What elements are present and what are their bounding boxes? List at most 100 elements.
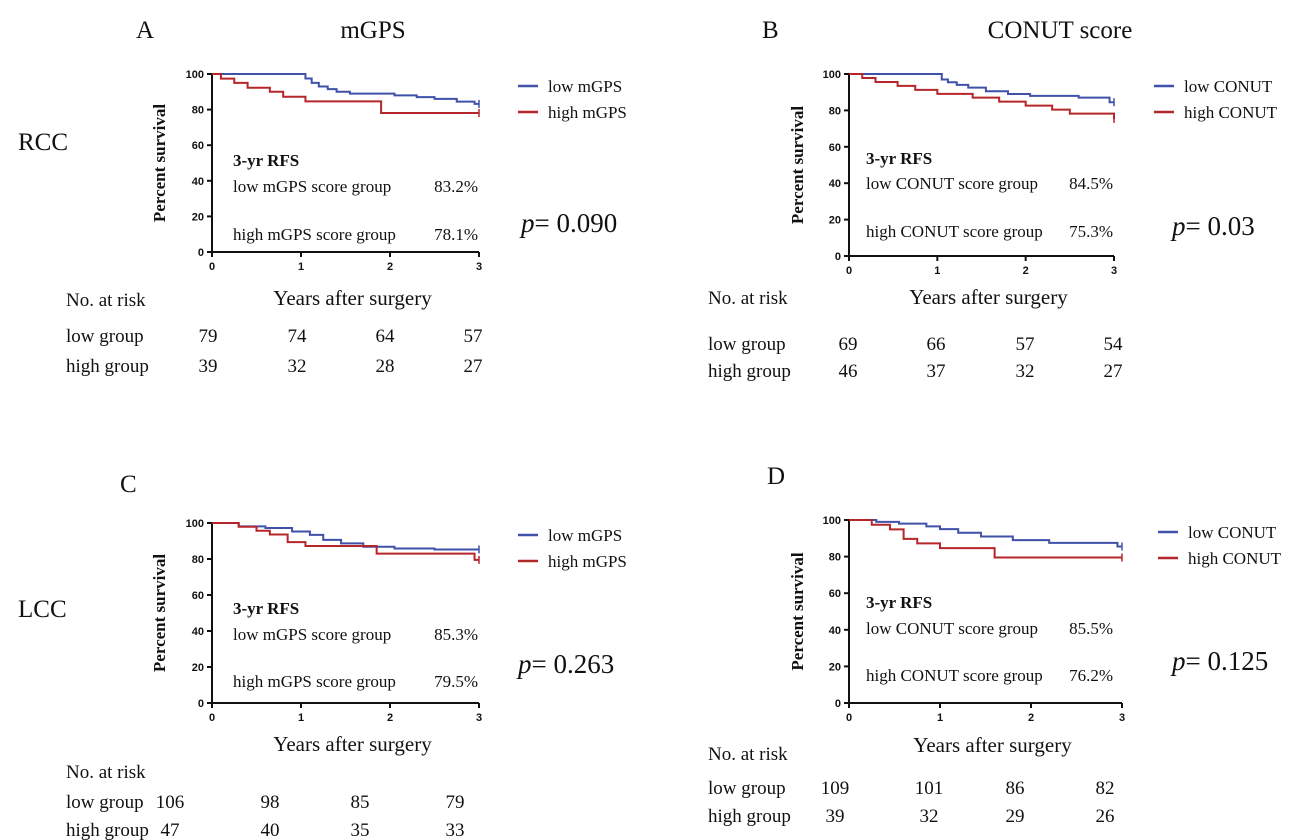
x-tick-label: 1 — [298, 261, 304, 273]
rfs-low-value: 85.5% — [1069, 619, 1113, 638]
legend-label-high: high CONUT — [1184, 103, 1278, 122]
rfs-high-label: high mGPS score group — [233, 672, 396, 691]
p-symbol: p — [1170, 211, 1186, 241]
y-tick-label: 100 — [186, 69, 204, 81]
legend-label-low: low mGPS — [548, 526, 622, 545]
y-tick-label: 60 — [829, 142, 841, 154]
risk-count-low: 109 — [821, 778, 850, 799]
rfs-low-value: 84.5% — [1069, 174, 1113, 193]
x-tick-label: 1 — [937, 712, 943, 724]
x-tick-label: 0 — [846, 265, 852, 277]
rfs-high-value: 78.1% — [434, 225, 478, 244]
x-tick-label: 2 — [1023, 265, 1029, 277]
risk-row-label-low: low group — [708, 334, 786, 355]
risk-count-high: 29 — [1006, 806, 1025, 827]
y-tick-label: 0 — [835, 251, 841, 263]
y-axis-label: Percent survival — [788, 552, 807, 670]
p-value: p= 0.03 — [1170, 211, 1255, 241]
p-value: p= 0.263 — [516, 649, 614, 679]
rfs-low-label: low CONUT score group — [866, 174, 1038, 193]
rfs-heading: 3-yr RFS — [233, 599, 299, 618]
survival-curve-high — [212, 522, 479, 561]
p-number: = 0.125 — [1186, 646, 1269, 676]
y-tick-label: 0 — [835, 698, 841, 710]
y-tick-label: 60 — [192, 140, 204, 152]
risk-count-high: 33 — [446, 820, 465, 840]
risk-count-high: 40 — [261, 820, 280, 840]
y-tick-label: 100 — [186, 518, 204, 530]
panel-c: C 0 20 40 60 80 100 0 1 2 3 Percent survival Years a… — [66, 471, 627, 840]
risk-count-high: 46 — [839, 361, 858, 382]
x-tick-label: 1 — [934, 265, 940, 277]
rfs-high-label: high CONUT score group — [866, 222, 1043, 241]
p-symbol: p — [519, 208, 535, 238]
risk-row-label-low: low group — [708, 778, 786, 799]
y-tick-label: 80 — [192, 554, 204, 566]
panel-letter: C — [120, 471, 137, 498]
y-tick-label: 100 — [823, 515, 841, 527]
x-tick-label: 2 — [1028, 712, 1034, 724]
y-tick-label: 40 — [829, 178, 841, 190]
y-tick-label: 40 — [192, 626, 204, 638]
x-tick-label: 0 — [209, 712, 215, 724]
legend-label-high: high mGPS — [548, 552, 627, 571]
panel-a: A 0 20 40 60 80 100 0 1 2 3 Percent survival Years a… — [66, 17, 627, 377]
panel-letter: D — [767, 463, 785, 490]
y-tick-label: 20 — [192, 211, 204, 223]
rfs-high-value: 76.2% — [1069, 666, 1113, 685]
risk-count-high: 26 — [1096, 806, 1115, 827]
rfs-low-value: 83.2% — [434, 177, 478, 196]
x-axis-label: Years after surgery — [273, 286, 432, 310]
x-tick-label: 3 — [476, 712, 482, 724]
risk-table-header: No. at risk — [66, 290, 146, 311]
risk-count-high: 32 — [1016, 361, 1035, 382]
y-tick-label: 20 — [829, 661, 841, 673]
y-axis-label: Percent survival — [150, 554, 169, 672]
risk-row-label-high: high group — [66, 356, 149, 377]
y-tick-label: 40 — [192, 176, 204, 188]
legend-label-low: low CONUT — [1184, 77, 1273, 96]
risk-count-low: 54 — [1104, 334, 1124, 355]
p-value: p= 0.090 — [519, 208, 617, 238]
p-number: = 0.090 — [535, 208, 618, 238]
x-tick-label: 3 — [1119, 712, 1125, 724]
rfs-low-label: low CONUT score group — [866, 619, 1038, 638]
panel-letter: A — [136, 17, 154, 44]
p-number: = 0.03 — [1186, 211, 1255, 241]
risk-count-low: 79 — [199, 326, 218, 347]
x-tick-label: 0 — [209, 261, 215, 273]
survival-curve-low — [212, 522, 479, 551]
risk-count-low: 69 — [839, 334, 858, 355]
risk-count-low: 64 — [376, 326, 396, 347]
rfs-high-value: 79.5% — [434, 672, 478, 691]
risk-count-low: 106 — [156, 792, 185, 813]
risk-row-label-high: high group — [708, 806, 791, 827]
risk-count-high: 27 — [1104, 361, 1123, 382]
y-tick-label: 40 — [829, 625, 841, 637]
y-tick-label: 100 — [823, 69, 841, 81]
risk-count-high: 27 — [464, 356, 483, 377]
risk-row-label-high: high group — [66, 820, 149, 840]
p-symbol: p — [1170, 646, 1186, 676]
p-number: = 0.263 — [532, 649, 615, 679]
risk-count-low: 79 — [446, 792, 465, 813]
survival-curve-high — [849, 519, 1122, 559]
column-title-mgps: mGPS — [340, 17, 405, 44]
risk-count-high: 35 — [351, 820, 370, 840]
panel-d: D 0 20 40 60 80 100 0 1 2 3 Percent survival Years a… — [708, 463, 1282, 827]
risk-count-low: 85 — [351, 792, 370, 813]
legend-label-high: high mGPS — [548, 103, 627, 122]
x-axis-label: Years after surgery — [913, 733, 1072, 757]
y-tick-label: 80 — [829, 552, 841, 564]
legend-label-low: low mGPS — [548, 77, 622, 96]
y-tick-label: 0 — [198, 247, 204, 259]
legend-label-high: high CONUT — [1188, 549, 1282, 568]
risk-count-high: 28 — [376, 356, 395, 377]
risk-count-high: 32 — [920, 806, 939, 827]
x-tick-label: 3 — [1111, 265, 1117, 277]
risk-count-high: 39 — [826, 806, 845, 827]
risk-count-low: 86 — [1006, 778, 1025, 799]
survival-curve-low — [212, 73, 479, 105]
